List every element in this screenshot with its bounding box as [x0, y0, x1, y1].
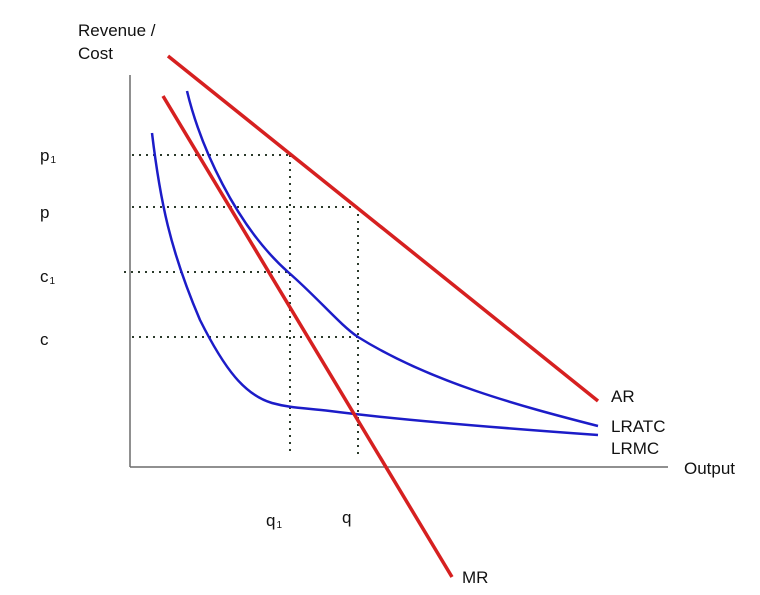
- lrmc-curve: [150, 132, 599, 437]
- cost-c-label: c: [40, 330, 49, 349]
- ar-label: AR: [611, 387, 635, 406]
- mr-line: [161, 95, 454, 578]
- quantity-q1-label: q1: [266, 511, 282, 531]
- lratc-curve: [185, 90, 599, 428]
- y-axis-title-line2: Cost: [78, 44, 113, 63]
- ar-line: [166, 54, 600, 403]
- mr-label: MR: [462, 568, 488, 587]
- y-axis-title-line1: Revenue /: [78, 21, 156, 40]
- cost-c1-label: c1: [40, 267, 56, 287]
- price-p1-label: p1: [40, 146, 56, 166]
- x-axis-title: Output: [684, 459, 735, 478]
- lrmc-label: LRMC: [611, 439, 659, 458]
- lratc-label: LRATC: [611, 417, 665, 436]
- guide-lines: [124, 154, 359, 455]
- quantity-q-label: q: [342, 508, 351, 527]
- price-p-label: p: [40, 203, 49, 222]
